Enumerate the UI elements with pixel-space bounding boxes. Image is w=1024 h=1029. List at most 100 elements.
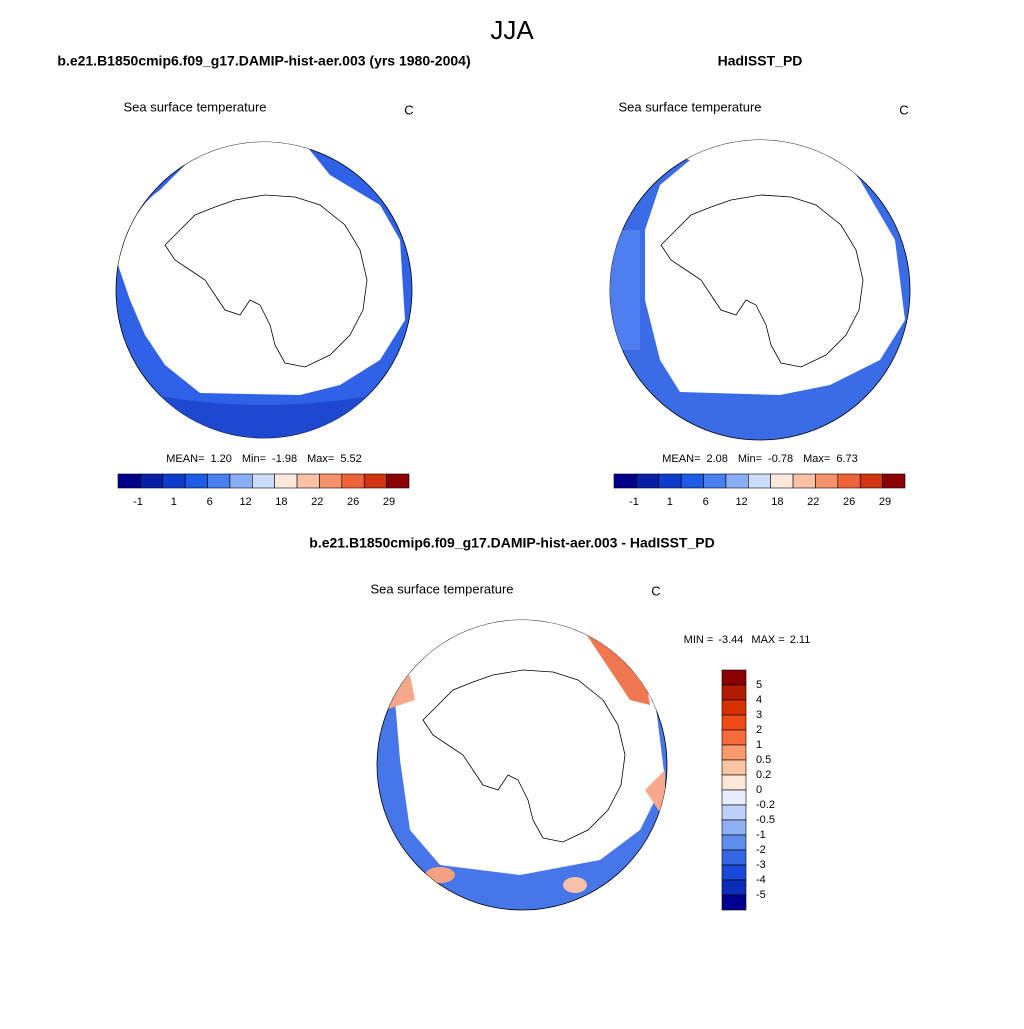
colorbar-box — [363, 473, 387, 489]
colorbar-box — [748, 473, 771, 489]
colorbar-box — [341, 473, 365, 489]
colorbar-box — [721, 819, 747, 836]
colorbar-label: 5 — [756, 679, 762, 691]
colorbar-box — [117, 473, 141, 489]
colorbar-box — [721, 789, 747, 806]
colorbar-box — [721, 759, 747, 776]
colorbar-box — [721, 699, 747, 716]
colorbar-label: -1 — [756, 829, 766, 841]
panel-title: HadISST_PD — [718, 53, 803, 69]
colorbar-label: -0.2 — [756, 799, 775, 811]
colorbar-box — [613, 473, 637, 489]
colorbar-label: 0.2 — [756, 769, 771, 781]
stats: MEAN= 2.08 Min= -0.78 Max= 6.73 — [662, 453, 858, 465]
stats: MIN = -3.44 MAX = 2.11 — [684, 634, 811, 646]
colorbar-label: 2 — [756, 724, 762, 736]
colorbar-label: 22 — [311, 496, 323, 508]
colorbar-box — [252, 473, 275, 489]
units: C — [404, 102, 413, 117]
units: C — [899, 102, 908, 117]
colorbar-label: 4 — [756, 694, 762, 706]
variable-name: Sea surface temperature — [370, 581, 513, 596]
colorbar-box — [837, 473, 861, 489]
colorbar-box — [721, 744, 747, 761]
colorbar-box — [703, 473, 727, 489]
colorbar-label: 26 — [347, 496, 359, 508]
stat: Max= — [307, 453, 334, 465]
colorbar-label: 12 — [239, 496, 251, 508]
colorbar-box — [680, 473, 704, 489]
colorbar-label: -1 — [629, 496, 639, 508]
colorbar-box — [721, 849, 747, 866]
colorbar-label: 22 — [807, 496, 819, 508]
colorbar-box — [859, 473, 883, 489]
stats: MEAN= 1.20 Min= -1.98 Max= 5.52 — [166, 453, 362, 465]
panel-title: b.e21.B1850cmip6.f09_g17.DAMIP-hist-aer.… — [57, 53, 470, 69]
map — [115, 141, 413, 439]
map — [609, 139, 911, 441]
map — [376, 619, 668, 911]
colorbar-label: 3 — [756, 709, 762, 721]
colorbar-label: 26 — [843, 496, 855, 508]
colorbar-box — [721, 864, 747, 881]
colorbar-box — [184, 473, 208, 489]
colorbar-label: 1 — [756, 739, 762, 751]
colorbar-box — [636, 473, 660, 489]
colorbar-label: 1 — [667, 496, 673, 508]
stat: Max= — [803, 453, 830, 465]
colorbar-box — [721, 804, 747, 821]
colorbar-box — [770, 473, 794, 489]
colorbar-label: 1 — [171, 496, 177, 508]
colorbar-label: -4 — [756, 874, 766, 886]
stat: 5.52 — [340, 453, 361, 465]
stat: -3.44 — [718, 634, 743, 646]
colorbar-label: 29 — [879, 496, 891, 508]
colorbar-label: -5 — [756, 889, 766, 901]
colorbar-label: 12 — [735, 496, 747, 508]
panel-title: b.e21.B1850cmip6.f09_g17.DAMIP-hist-aer.… — [309, 535, 714, 551]
stat: -1.98 — [272, 453, 297, 465]
stat: Min= — [242, 453, 266, 465]
colorbar-box — [658, 473, 682, 489]
colorbar-box — [140, 473, 164, 489]
colorbar-label: 29 — [383, 496, 395, 508]
colorbar-label: 0 — [756, 784, 762, 796]
variable-name: Sea surface temperature — [618, 99, 761, 114]
stat: 1.20 — [210, 453, 231, 465]
units: C — [651, 583, 660, 598]
colorbar-label: 0.5 — [756, 754, 771, 766]
colorbar-box — [386, 473, 410, 489]
colorbar-box — [725, 473, 749, 489]
colorbar-box — [296, 473, 320, 489]
stat: -0.78 — [768, 453, 793, 465]
colorbar-box — [721, 669, 747, 686]
colorbar-box — [162, 473, 186, 489]
stat: Min= — [738, 453, 762, 465]
colorbar-label: 6 — [207, 496, 213, 508]
colorbar-box — [207, 473, 231, 489]
stat: MAX = — [751, 634, 784, 646]
colorbar-label: 18 — [275, 496, 287, 508]
variable-name: Sea surface temperature — [123, 99, 266, 114]
colorbar-label: -3 — [756, 859, 766, 871]
colorbar-box — [319, 473, 343, 489]
stat: 6.73 — [836, 453, 857, 465]
colorbar-label: -0.5 — [756, 814, 775, 826]
colorbar-box — [815, 473, 839, 489]
colorbar-box — [882, 473, 906, 489]
colorbar-box — [229, 473, 253, 489]
colorbar-box — [721, 729, 747, 746]
colorbar-box — [721, 684, 747, 701]
colorbar-box — [721, 714, 747, 731]
colorbar-box — [721, 894, 747, 911]
stat: 2.08 — [706, 453, 727, 465]
colorbar-box — [721, 774, 747, 791]
colorbar-box — [274, 473, 298, 489]
stat: MEAN= — [662, 453, 700, 465]
stat: MEAN= — [166, 453, 204, 465]
colorbar-label: 6 — [703, 496, 709, 508]
colorbar-label: -2 — [756, 844, 766, 856]
colorbar-label: 18 — [771, 496, 783, 508]
stat: MIN = — [684, 634, 714, 646]
